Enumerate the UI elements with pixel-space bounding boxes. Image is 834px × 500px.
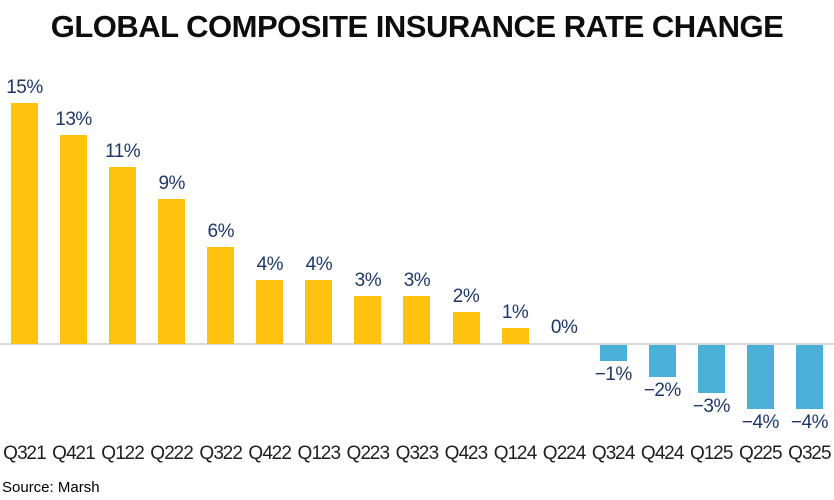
x-tick-label: Q1 23 <box>297 443 341 464</box>
value-label: −4% <box>741 412 780 434</box>
x-tick-label: Q3 23 <box>395 443 440 464</box>
value-label: 4% <box>256 253 284 275</box>
x-tick-label: Q2 23 <box>346 443 391 464</box>
bar-q3-22 <box>207 247 235 344</box>
zero-axis-line <box>0 343 834 345</box>
bar-q2-25 <box>746 345 774 410</box>
bar-q4-23 <box>452 311 480 344</box>
value-label: 4% <box>305 253 333 275</box>
bar-q3-24 <box>599 345 627 362</box>
bar-q3-23 <box>403 295 431 344</box>
x-tick-label: Q1 24 <box>493 443 538 464</box>
value-label: 15% <box>6 76 43 98</box>
value-label: 11% <box>105 140 141 162</box>
value-label: −1% <box>594 364 633 386</box>
x-tick-label: Q3 22 <box>199 443 243 464</box>
x-tick-label: Q4 24 <box>640 443 685 464</box>
x-tick-label: Q4 21 <box>52 443 96 464</box>
bar-q1-24 <box>501 327 529 344</box>
bar-q2-22 <box>158 199 186 344</box>
value-label: −4% <box>790 412 829 434</box>
value-label: 0% <box>550 317 578 338</box>
value-label: −2% <box>643 380 682 402</box>
value-label: 13% <box>55 108 92 130</box>
bar-q3-21 <box>11 102 38 344</box>
x-tick-label: Q4 22 <box>248 443 292 464</box>
value-label: 6% <box>207 221 235 243</box>
x-tick-label: Q3 21 <box>3 443 47 464</box>
x-tick-label: Q1 22 <box>101 443 145 464</box>
chart-title: GLOBAL COMPOSITE INSURANCE RATE CHANGE <box>50 9 784 44</box>
x-tick-label: Q2 22 <box>150 443 194 464</box>
x-tick-label: Q3 25 <box>788 443 832 464</box>
value-label: 9% <box>158 173 185 195</box>
value-label: 2% <box>452 285 480 307</box>
bar-q3-25 <box>795 345 823 410</box>
x-tick-label: Q2 25 <box>739 443 783 464</box>
x-tick-label: Q1 25 <box>689 443 734 464</box>
bar-q4-21 <box>60 134 88 344</box>
value-label: 3% <box>354 269 382 291</box>
value-label: 1% <box>501 301 529 323</box>
bar-q4-22 <box>256 279 284 344</box>
value-label: −3% <box>692 396 731 418</box>
bar-q1-22 <box>109 166 137 344</box>
value-label: 3% <box>403 269 431 291</box>
bar-q4-24 <box>648 345 676 378</box>
bar-q1-23 <box>305 279 333 344</box>
source-note: Source: Marsh <box>2 479 100 496</box>
x-tick-label: Q3 24 <box>591 443 636 464</box>
x-tick-label: Q2 24 <box>542 443 587 464</box>
x-tick-label: Q4 23 <box>444 443 489 464</box>
bar-q1-25 <box>697 345 725 394</box>
bar-q2-23 <box>354 295 382 344</box>
